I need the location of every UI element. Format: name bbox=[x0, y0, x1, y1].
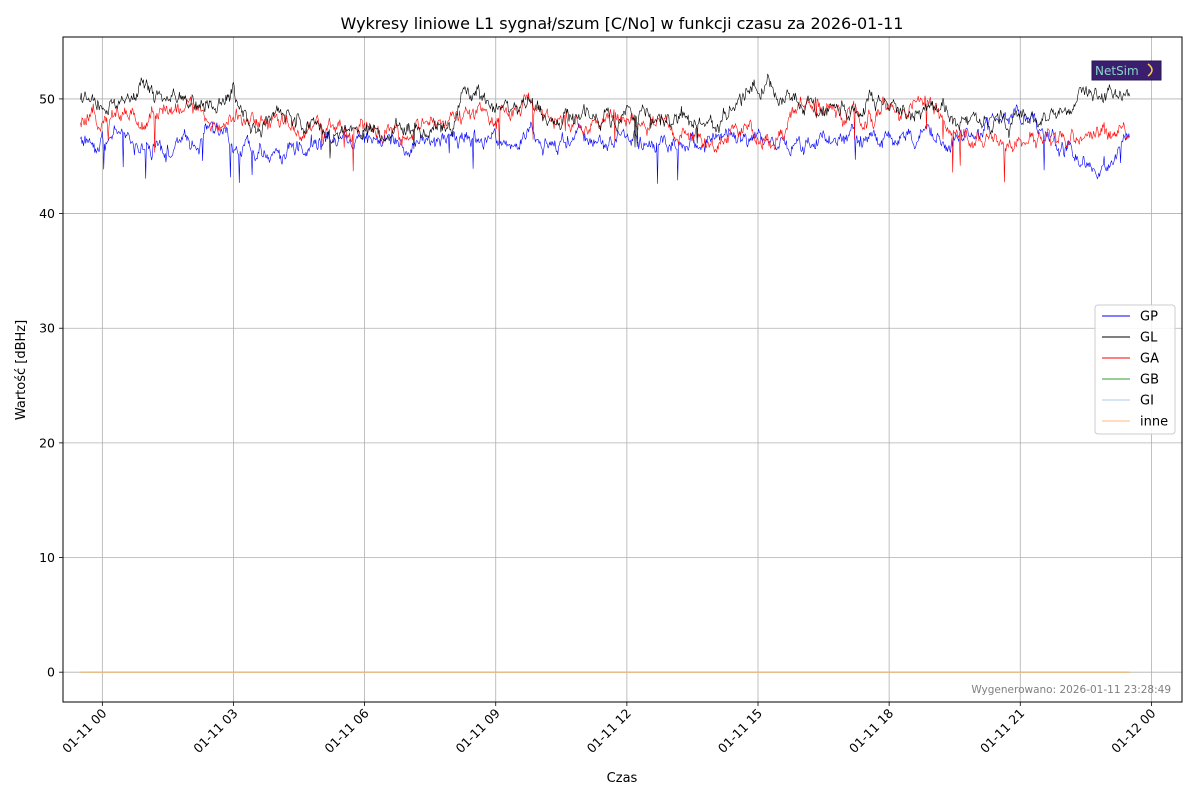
x-tick-label: 01-11 15 bbox=[715, 706, 765, 756]
x-tick-label: 01-11 00 bbox=[59, 705, 109, 755]
x-tick-label: 01-11 12 bbox=[584, 706, 634, 756]
legend: GP GL GA GB GI inne bbox=[1094, 304, 1176, 435]
y-tick-label: 20 bbox=[39, 435, 55, 450]
legend-label-gi: GI bbox=[1140, 394, 1154, 409]
chart-title: Wykresy liniowe L1 sygnał/szum [C/No] w … bbox=[341, 14, 904, 33]
generated-timestamp: Wygenerowano: 2026-01-11 23:28:49 bbox=[971, 684, 1171, 696]
logo-text: NetSim bbox=[1095, 64, 1139, 78]
series-lines bbox=[80, 73, 1130, 673]
y-axis-title: Wartość [dBHz] bbox=[14, 320, 29, 420]
y-tick-label: 10 bbox=[39, 550, 55, 565]
legend-label-inne: inne bbox=[1140, 415, 1168, 430]
series-line-gp bbox=[80, 104, 1130, 184]
legend-label-ga: GA bbox=[1140, 352, 1159, 367]
gridlines bbox=[63, 37, 1182, 702]
logo-background bbox=[1091, 60, 1162, 81]
legend-label-gp: GP bbox=[1140, 310, 1158, 325]
series-line-ga bbox=[80, 92, 1130, 183]
y-tick-label: 40 bbox=[39, 206, 55, 221]
x-axis-title: Czas bbox=[607, 771, 638, 786]
logo-badge: NetSim bbox=[1091, 60, 1162, 81]
legend-label-gb: GB bbox=[1140, 373, 1159, 388]
x-tick-label: 01-12 00 bbox=[1108, 705, 1158, 755]
y-tick-label: 30 bbox=[39, 321, 55, 336]
x-tick-label: 01-11 18 bbox=[846, 705, 896, 755]
logo-swoosh-icon bbox=[1147, 63, 1153, 77]
x-axis-ticks: 01-11 00 01-11 03 01-11 06 01-11 09 01-11 12… bbox=[59, 702, 1159, 756]
series-line-gl bbox=[80, 73, 1130, 159]
y-axis-ticks: 0 10 20 30 40 50 bbox=[39, 91, 63, 680]
x-tick-label: 01-11 06 bbox=[321, 705, 371, 755]
x-tick-label: 01-11 09 bbox=[453, 705, 503, 755]
legend-label-gl: GL bbox=[1140, 331, 1158, 346]
x-tick-label: 01-11 03 bbox=[190, 706, 240, 756]
x-tick-label: 01-11 21 bbox=[977, 706, 1027, 756]
y-tick-label: 50 bbox=[39, 91, 55, 106]
plot-area-frame bbox=[62, 36, 1183, 703]
y-tick-label: 0 bbox=[47, 665, 55, 680]
